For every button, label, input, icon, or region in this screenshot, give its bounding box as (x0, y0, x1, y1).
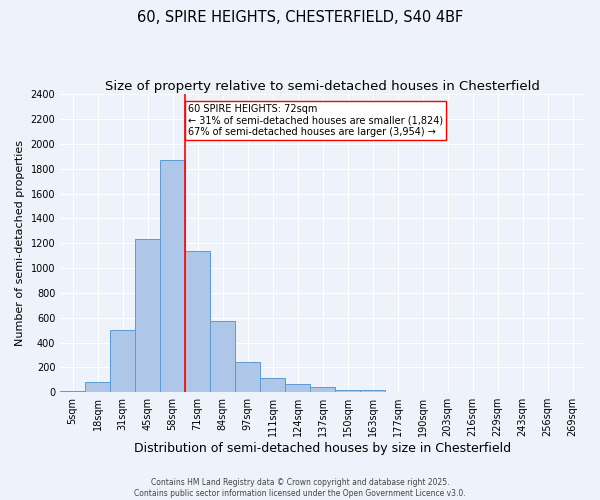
Y-axis label: Number of semi-detached properties: Number of semi-detached properties (15, 140, 25, 346)
Bar (310, 386, 335, 392)
Bar (360, 390, 385, 392)
Bar (135, 240, 160, 392)
Bar (285, 384, 310, 392)
Bar (85, 382, 110, 392)
Bar (185, 250, 210, 392)
Text: 60 SPIRE HEIGHTS: 72sqm
← 31% of semi-detached houses are smaller (1,824)
67% of: 60 SPIRE HEIGHTS: 72sqm ← 31% of semi-de… (188, 104, 443, 138)
Bar (60, 391, 85, 392)
Title: Size of property relative to semi-detached houses in Chesterfield: Size of property relative to semi-detach… (105, 80, 540, 93)
Bar (160, 160, 185, 392)
Text: 60, SPIRE HEIGHTS, CHESTERFIELD, S40 4BF: 60, SPIRE HEIGHTS, CHESTERFIELD, S40 4BF (137, 10, 463, 25)
Bar (210, 321, 235, 392)
Bar (235, 362, 260, 392)
Bar (260, 378, 285, 392)
X-axis label: Distribution of semi-detached houses by size in Chesterfield: Distribution of semi-detached houses by … (134, 442, 511, 455)
Bar (335, 390, 360, 392)
Bar (110, 330, 135, 392)
Text: Contains HM Land Registry data © Crown copyright and database right 2025.
Contai: Contains HM Land Registry data © Crown c… (134, 478, 466, 498)
